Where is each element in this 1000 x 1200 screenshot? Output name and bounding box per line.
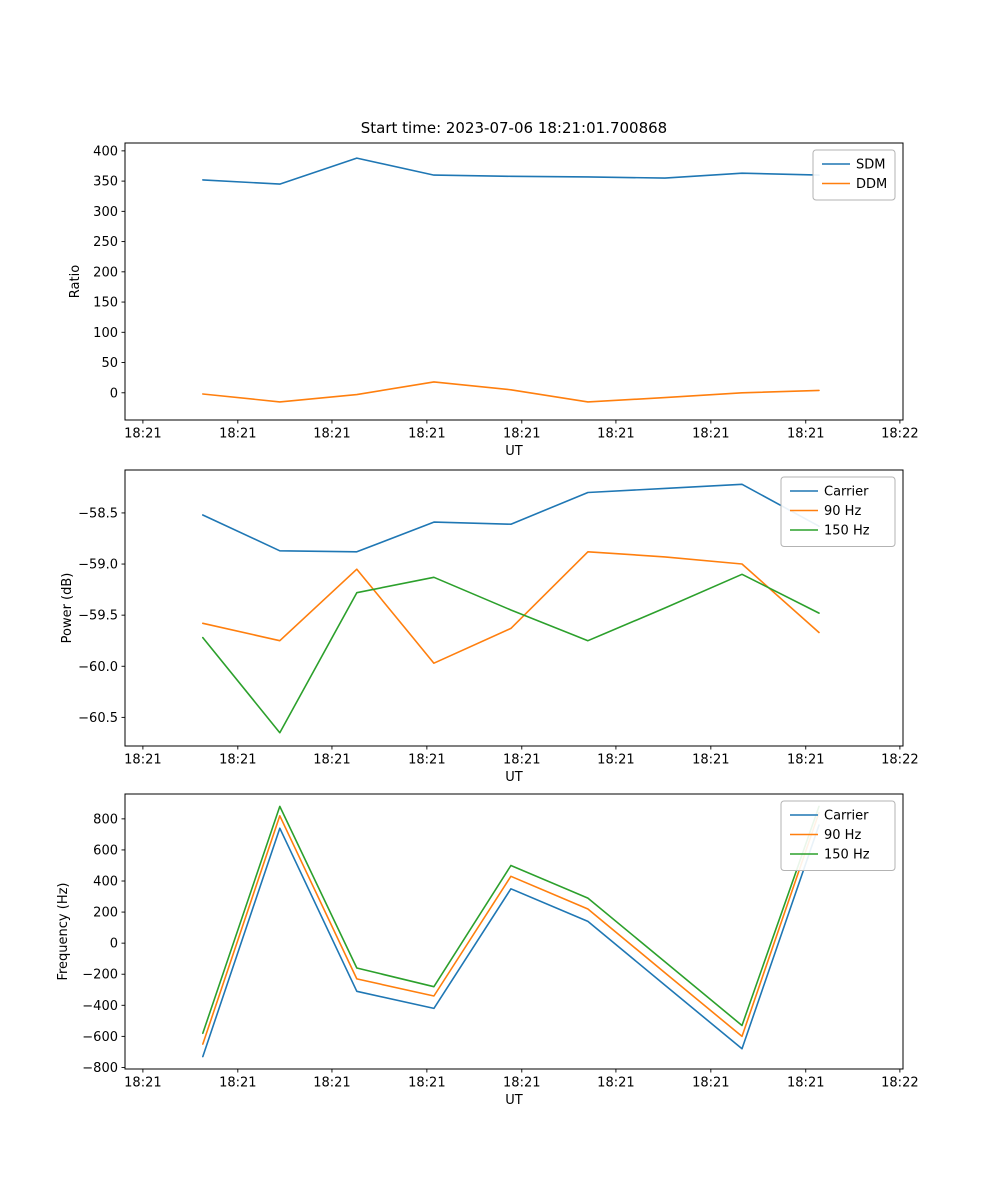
y-tick-label: −59.0 <box>78 558 118 573</box>
x-tick-label: 18:21 <box>597 753 634 768</box>
y-tick-label: −58.5 <box>78 506 118 521</box>
ratio-chart: 0 50 100 150 200 250 300 350 400 18:21 18:21 18:21 1… <box>68 142 919 459</box>
series-line-carrier <box>202 824 820 1058</box>
legend-label: 150 Hz <box>824 524 870 539</box>
x-tick-label: 18:21 <box>219 753 256 768</box>
legend: Carrier 90 Hz 150 Hz <box>780 476 896 547</box>
y-axis-label: Power (dB) <box>60 573 75 644</box>
axes-frame <box>124 142 904 421</box>
series-line-150-hz <box>202 573 820 734</box>
legend-label: DDM <box>856 177 887 192</box>
axes-frame <box>124 793 904 1070</box>
series-line-ddm <box>202 381 820 403</box>
legend-label: SDM <box>856 158 885 173</box>
y-tick-label: 350 <box>93 175 118 190</box>
legend-label: 90 Hz <box>824 504 861 519</box>
y-tick-label: 100 <box>93 326 118 341</box>
legend: SDM DDM <box>812 149 896 201</box>
legend-label: 150 Hz <box>824 848 870 863</box>
x-tick-label: 18:21 <box>503 427 540 442</box>
y-tick-label: −800 <box>82 1061 118 1076</box>
x-axis-label: UT <box>505 1093 523 1108</box>
legend-label: Carrier <box>824 809 869 824</box>
x-tick-label: 18:21 <box>124 753 161 768</box>
y-tick-label: 400 <box>93 144 118 159</box>
y-tick-label: 800 <box>93 812 118 827</box>
x-tick-label: 18:21 <box>313 427 350 442</box>
power-chart: −60.5 −60.0 −59.5 −59.0 −58.5 18:21 18:21 18:21… <box>60 469 919 785</box>
y-axis-label: Frequency (Hz) <box>56 882 71 980</box>
y-axis-label: Ratio <box>68 265 83 298</box>
x-tick-label: 18:21 <box>503 753 540 768</box>
y-tick-label: 600 <box>93 843 118 858</box>
x-tick-label: 18:21 <box>787 1076 824 1091</box>
y-tick-label: −59.5 <box>78 609 118 624</box>
legend-label: 90 Hz <box>824 828 861 843</box>
axes-frame <box>124 469 904 747</box>
x-tick-label: 18:21 <box>408 1076 445 1091</box>
x-tick-label: 18:21 <box>408 753 445 768</box>
x-axis-label: UT <box>505 770 523 785</box>
y-tick-label: −60.0 <box>78 660 118 675</box>
y-tick-label: 250 <box>93 235 118 250</box>
y-tick-label: −400 <box>82 999 118 1014</box>
figure-title: Start time: 2023-07-06 18:21:01.700868 <box>360 119 668 137</box>
x-tick-label: 18:22 <box>881 427 918 442</box>
x-tick-label: 18:22 <box>881 753 918 768</box>
y-tick-label: 0 <box>110 937 118 952</box>
legend-label: Carrier <box>824 485 869 500</box>
y-tick-label: 0 <box>110 386 118 401</box>
x-tick-label: 18:21 <box>219 1076 256 1091</box>
x-tick-label: 18:21 <box>692 1076 729 1091</box>
x-tick-label: 18:21 <box>408 427 445 442</box>
x-tick-label: 18:21 <box>313 753 350 768</box>
y-tick-label: 200 <box>93 265 118 280</box>
x-tick-label: 18:22 <box>881 1076 918 1091</box>
x-tick-label: 18:21 <box>124 427 161 442</box>
series-line-sdm <box>202 157 820 185</box>
x-tick-label: 18:21 <box>313 1076 350 1091</box>
series-line-90-hz <box>202 811 820 1045</box>
legend: Carrier 90 Hz 150 Hz <box>780 800 896 871</box>
y-tick-label: 200 <box>93 906 118 921</box>
x-tick-label: 18:21 <box>692 427 729 442</box>
x-tick-label: 18:21 <box>597 1076 634 1091</box>
legend-box <box>780 476 896 547</box>
series-line-150-hz <box>202 805 820 1035</box>
legend-box <box>812 149 896 201</box>
y-tick-label: 300 <box>93 205 118 220</box>
y-tick-label: 150 <box>93 296 118 311</box>
x-tick-label: 18:21 <box>503 1076 540 1091</box>
series-line-90-hz <box>202 550 820 665</box>
legend-box <box>780 800 896 871</box>
x-tick-label: 18:21 <box>692 753 729 768</box>
series-line-carrier <box>202 483 820 553</box>
x-tick-label: 18:21 <box>787 427 824 442</box>
y-tick-label: 400 <box>93 875 118 890</box>
frequency-chart: −800 −600 −400 −200 0 200 400 600 800 18:21 18:21 1… <box>56 793 919 1108</box>
x-axis-label: UT <box>505 444 523 459</box>
y-tick-label: −60.5 <box>78 711 118 726</box>
x-tick-label: 18:21 <box>219 427 256 442</box>
y-tick-label: −200 <box>82 968 118 983</box>
x-tick-label: 18:21 <box>597 427 634 442</box>
x-tick-label: 18:21 <box>787 753 824 768</box>
y-tick-label: 50 <box>101 356 118 371</box>
x-tick-label: 18:21 <box>124 1076 161 1091</box>
y-tick-label: −600 <box>82 1030 118 1045</box>
